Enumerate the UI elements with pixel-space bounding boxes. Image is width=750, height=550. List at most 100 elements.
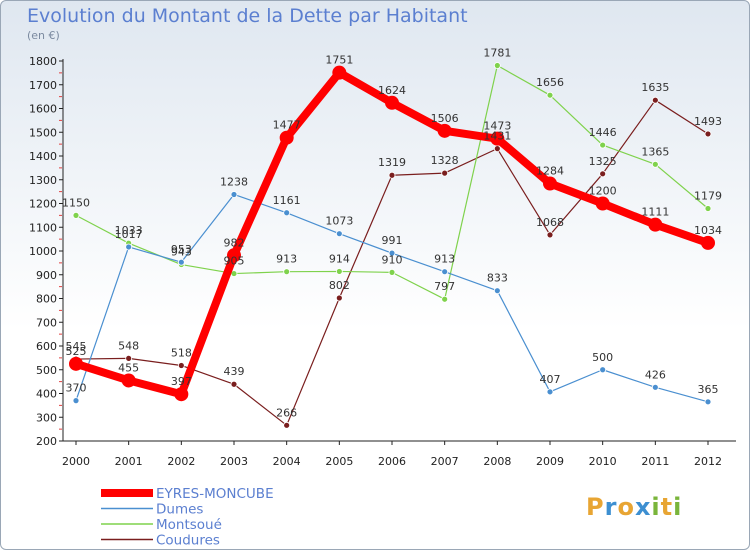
data-label: 1034 [694, 224, 722, 237]
data-point [230, 191, 238, 198]
data-point [701, 235, 715, 250]
data-point [704, 398, 712, 406]
data-point [121, 373, 136, 388]
data-point [651, 160, 659, 168]
data-point [704, 205, 712, 212]
x-tick-label: 2005 [325, 455, 353, 468]
chart-unit: (en €) [27, 29, 60, 42]
y-tick-label: 600 [36, 340, 57, 353]
legend-label: EYRES-MONCUBE [156, 486, 274, 502]
data-label: 1284 [536, 165, 564, 178]
data-point [283, 421, 291, 429]
data-point [174, 387, 189, 402]
data-label: 953 [171, 243, 192, 256]
data-label: 1431 [483, 130, 511, 143]
legend-label: Coudures [156, 533, 220, 549]
data-label: 802 [329, 279, 350, 292]
data-point [177, 362, 185, 369]
data-label: 913 [434, 253, 455, 266]
data-label: 913 [276, 253, 297, 266]
data-point [546, 91, 554, 99]
data-point [72, 211, 80, 219]
data-label: 1781 [483, 47, 511, 60]
data-label: 500 [592, 351, 613, 364]
data-point [599, 141, 607, 149]
data-point [388, 171, 396, 179]
data-point [595, 196, 610, 211]
x-tick-label: 2007 [431, 455, 459, 468]
logo-letter: r [604, 493, 618, 521]
legend-label: Dumes [156, 502, 203, 518]
data-point [441, 295, 449, 303]
data-label: 1446 [589, 126, 617, 139]
data-label: 439 [224, 365, 245, 378]
data-point [388, 249, 396, 257]
y-tick-label: 1700 [29, 79, 57, 92]
logo-letter: x [634, 493, 652, 521]
data-label: 1328 [431, 154, 459, 167]
y-tick-label: 1300 [29, 174, 57, 187]
data-point [493, 62, 501, 69]
data-point [230, 380, 238, 388]
legend-label: Montsoué [156, 517, 222, 533]
data-point [335, 294, 343, 302]
data-label: 545 [66, 340, 87, 353]
y-tick-label: 700 [36, 316, 57, 329]
x-tick-label: 2001 [115, 455, 143, 468]
data-point [125, 354, 133, 362]
data-label: 1073 [325, 215, 353, 228]
data-label: 1150 [62, 196, 90, 209]
data-point [493, 145, 501, 153]
data-label: 1033 [115, 224, 143, 237]
data-point [283, 209, 291, 217]
data-point [441, 268, 449, 276]
data-label: 943 [171, 246, 192, 259]
data-label: 991 [382, 234, 403, 247]
x-tick-label: 2011 [641, 455, 669, 468]
data-label: 407 [540, 373, 561, 386]
y-tick-label: 1200 [29, 198, 57, 211]
proxiti-logo: Proxiti [586, 493, 682, 521]
data-label: 1506 [431, 112, 459, 125]
data-label: 266 [276, 406, 297, 419]
logo-letter: o [617, 493, 635, 521]
data-label: 1751 [325, 54, 353, 67]
data-point [388, 268, 396, 276]
x-tick-label: 2009 [536, 455, 564, 468]
data-point [651, 383, 659, 391]
data-point [72, 397, 80, 405]
x-tick-label: 2006 [378, 455, 406, 468]
data-point [493, 287, 501, 295]
chart-title: Evolution du Montant de la Dette par Hab… [27, 5, 468, 27]
data-label: 914 [329, 252, 350, 265]
data-label: 370 [66, 382, 87, 395]
data-point [599, 366, 607, 374]
data-label: 1111 [641, 206, 669, 219]
y-tick-label: 1400 [29, 150, 57, 163]
data-point [335, 268, 343, 275]
data-point [704, 130, 712, 138]
data-point [648, 217, 663, 232]
logo-letter: t [660, 493, 674, 521]
data-label: 1325 [589, 155, 617, 168]
data-point [546, 231, 554, 239]
y-tick-label: 900 [36, 269, 57, 282]
data-point [335, 230, 343, 238]
data-label: 1473 [483, 120, 511, 133]
data-point [490, 131, 505, 146]
data-label: 1624 [378, 84, 406, 97]
data-point [543, 176, 557, 191]
data-label: 426 [645, 368, 666, 381]
x-tick-label: 2008 [483, 455, 511, 468]
data-label: 910 [382, 253, 403, 266]
data-point [177, 258, 185, 266]
data-label: 1493 [694, 115, 722, 128]
data-label: 1656 [536, 76, 564, 89]
data-label: 1319 [378, 156, 406, 169]
data-label: 982 [224, 236, 245, 249]
data-label: 905 [224, 255, 245, 268]
x-tick-label: 2000 [62, 455, 90, 468]
data-point [546, 388, 554, 396]
